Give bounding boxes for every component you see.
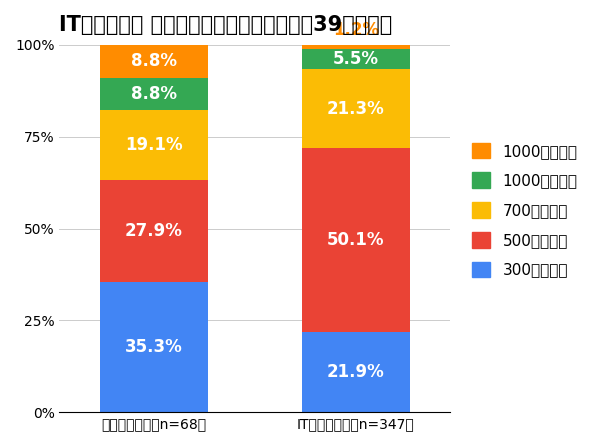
Bar [302,50,410,70]
Text: 8.8%: 8.8% [131,85,177,103]
Bar [302,70,410,148]
Bar [302,45,410,50]
Bar [100,78,208,110]
Text: 21.9%: 21.9% [327,363,385,381]
Bar [100,45,208,78]
Text: 21.3%: 21.3% [327,99,385,118]
Bar [100,282,208,412]
Bar [302,332,410,412]
Bar [100,180,208,282]
Text: 1.2%: 1.2% [333,21,379,39]
Text: IT企業技術者 とフリーランスの年収割合（39歳以下）: IT企業技術者 とフリーランスの年収割合（39歳以下） [59,15,392,35]
Text: 19.1%: 19.1% [125,136,182,154]
Text: 35.3%: 35.3% [125,339,182,356]
Bar [302,148,410,332]
Text: 50.1%: 50.1% [327,231,385,249]
Bar [100,110,208,180]
Legend: 1000万円以上, 1000万円未満, 700万円未満, 500万円未満, 300万円未満: 1000万円以上, 1000万円未満, 700万円未満, 500万円未満, 30… [466,136,584,284]
Text: 27.9%: 27.9% [125,222,182,240]
Text: 5.5%: 5.5% [333,50,379,68]
Text: 8.8%: 8.8% [131,53,177,70]
